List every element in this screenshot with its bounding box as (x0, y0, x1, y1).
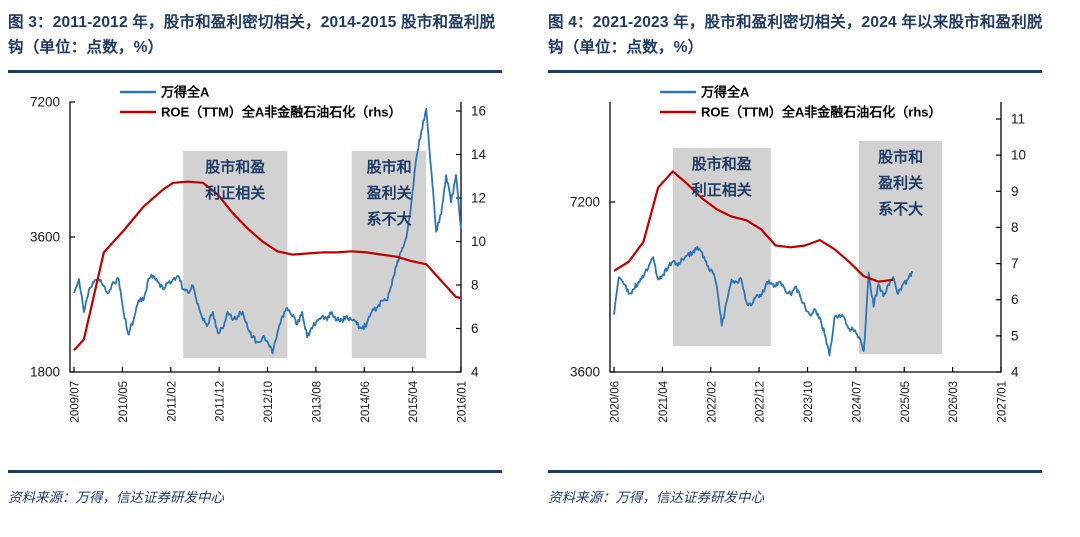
x-axis-tick-label: 2015/04 (408, 380, 420, 422)
x-axis-tick-label: 2012/10 (263, 381, 275, 423)
right-axis-tick-label: 4 (471, 365, 479, 380)
x-axis-tick-label: 2011/12 (215, 381, 227, 422)
right-axis-tick-label: 16 (471, 104, 486, 119)
figure-4-top-rule (548, 70, 1042, 73)
left-axis-tick-label: 3600 (570, 365, 600, 380)
legend: 万得全A ROE（TTM）全A非金融石油石化（rhs） (660, 85, 942, 120)
highlight-region (858, 141, 943, 354)
x-axis-tick-label: 2025/05 (900, 381, 912, 423)
legend-label: 万得全A (160, 85, 210, 100)
region-label: 股市和 (878, 148, 923, 166)
x-axis-tick-label: 2021/04 (658, 380, 670, 422)
x-axis-tick-label: 2024/07 (851, 381, 863, 423)
roe-line (73, 180, 462, 352)
x-axis-tick-label: 2014/06 (360, 381, 372, 423)
figure-3-bottom-rule (8, 470, 502, 473)
x-axis-tick-label: 2013/08 (311, 381, 323, 423)
right-axis-tick-label: 10 (1011, 148, 1026, 163)
x-axis-tick-label: 2010/05 (118, 381, 130, 423)
right-axis-tick-label: 11 (1011, 112, 1025, 127)
legend: 万得全A ROE（TTM）全A非金融石油石化（rhs） (120, 85, 402, 120)
right-axis-tick-label: 5 (1011, 328, 1019, 343)
region-label: 股市和盈 (205, 158, 265, 176)
axis-frame (609, 102, 1002, 373)
right-axis-tick-label: 4 (1011, 365, 1019, 380)
highlight-regions (672, 141, 943, 354)
figure-4-chart: 7200 3600 11 10 9 8 7 6 5 4 2020/06 2021/04 2022/02 2… (570, 85, 1026, 423)
figure-3-title: 图 3：2011-2012 年，股市和盈利密切相关，2014-2015 股市和盈… (8, 14, 496, 57)
x-axis-tick-label: 2009/07 (70, 381, 82, 423)
figure-3-source: 资料来源：万得，信达证券研发中心 (8, 490, 224, 505)
x-axis-tick-label: 2023/10 (803, 381, 815, 423)
right-axis-tick-label: 8 (1011, 220, 1019, 235)
figure-4-panel: 图 4：2021-2023 年，股市和盈利密切相关，2024 年以来股市和盈利脱… (540, 0, 1080, 537)
figure-3-chart: 7200 3600 1800 16 14 12 10 8 6 4 2009/07 2010/05 201… (30, 85, 487, 423)
figure-3-panel: 图 3：2011-2012 年，股市和盈利密切相关，2014-2015 股市和盈… (8, 14, 502, 505)
left-axis-tick-label: 3600 (30, 230, 60, 245)
index-line (73, 108, 462, 355)
x-axis-tick-label: 2020/06 (610, 381, 622, 423)
figure-3-top-rule (8, 70, 502, 73)
x-axis-tick-label: 2022/12 (755, 381, 767, 423)
axes: 7200 3600 1800 16 14 12 10 8 6 4 2009/07 2010/05 201… (30, 95, 487, 423)
left-axis-tick-label: 1800 (30, 365, 60, 380)
region-label: 利正相关 (205, 184, 265, 202)
left-axis-tick-label: 7200 (30, 95, 60, 110)
region-label: 股市和 (367, 158, 412, 176)
x-axis-tick-label: 2022/02 (706, 381, 718, 423)
figure-4-bottom-rule (548, 470, 1042, 473)
legend-label: ROE（TTM）全A非金融石油石化（rhs） (161, 105, 402, 120)
roe-line (613, 170, 894, 283)
left-axis-tick-label: 7200 (570, 195, 600, 210)
figure-4-source: 资料来源：万得，信达证券研发中心 (548, 490, 764, 505)
region-label: 利正相关 (692, 181, 752, 199)
right-axis-tick-label: 6 (1011, 292, 1019, 307)
x-axis-tick-label: 2011/02 (166, 381, 178, 422)
right-axis-tick-label: 10 (471, 234, 486, 249)
x-axis-tick-label: 2026/03 (948, 381, 960, 423)
right-axis-tick-label: 12 (471, 191, 486, 206)
axes: 7200 3600 11 10 9 8 7 6 5 4 2020/06 2021/04 2022/02 2… (570, 102, 1026, 423)
right-axis-tick-label: 9 (1011, 184, 1019, 199)
x-axis-tick-label: 2016/01 (457, 381, 469, 423)
right-axis-tick-label: 8 (471, 278, 479, 293)
x-axis-tick-label: 2027/01 (997, 381, 1009, 423)
highlight-region (183, 151, 288, 358)
legend-label: 万得全A (700, 85, 750, 100)
legend-label: ROE（TTM）全A非金融石油石化（rhs） (701, 105, 942, 120)
right-axis-tick-label: 14 (471, 147, 487, 162)
region-label: 系不大 (878, 200, 923, 218)
figure-4-title: 图 4：2021-2023 年，股市和盈利密切相关，2024 年以来股市和盈利脱… (548, 14, 1043, 57)
right-axis-tick-label: 6 (471, 321, 479, 336)
region-label: 系不大 (367, 210, 412, 228)
region-label: 股市和盈 (692, 155, 752, 173)
right-axis-tick-label: 7 (1011, 256, 1019, 271)
highlight-region (672, 148, 771, 346)
region-label: 盈利关 (877, 174, 923, 192)
region-label: 盈利关 (366, 184, 412, 202)
index-line (613, 245, 914, 357)
